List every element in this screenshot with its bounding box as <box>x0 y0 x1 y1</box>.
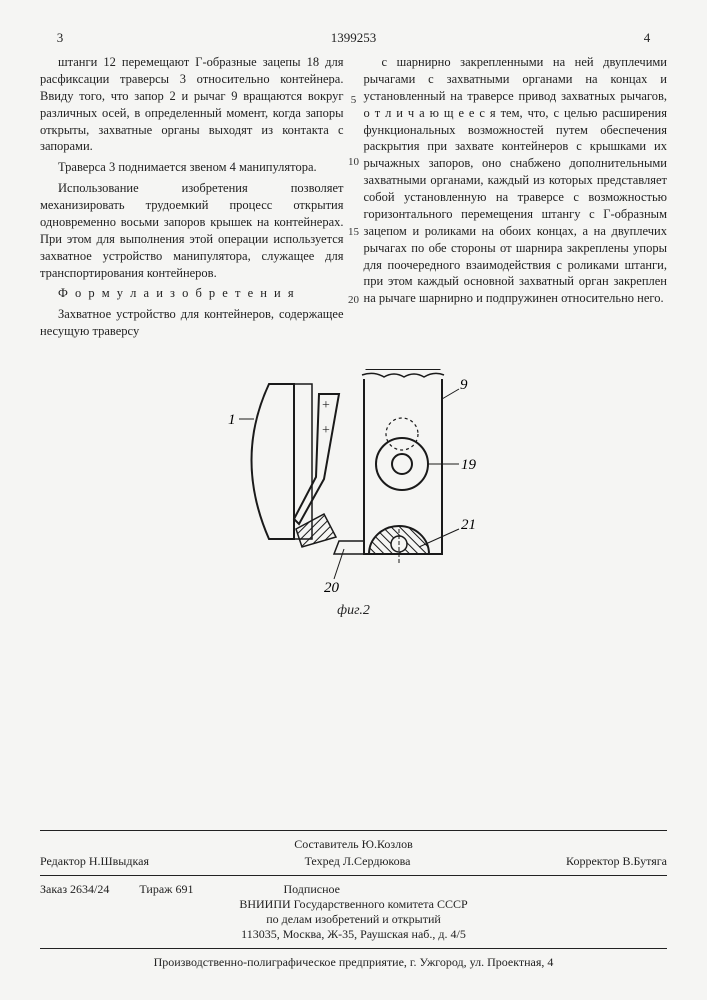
line-number: 15 <box>342 226 366 238</box>
figure-area: + + 1 9 19 <box>40 369 667 599</box>
patent-page: 3 1399253 4 5 10 15 20 штанги 12 перемещ… <box>0 0 707 1000</box>
subscription: Подписное <box>283 882 340 897</box>
left-column: штанги 12 перемещают Г-образные зацепы 1… <box>40 54 344 344</box>
line-number: 5 <box>342 94 366 106</box>
organization-line1: ВНИИПИ Государственного комитета СССР <box>40 897 667 912</box>
paragraph: Захватное устройство для контейнеров, со… <box>40 306 344 340</box>
paragraph: с шарнирно закрепленными на ней двуплечи… <box>364 54 668 307</box>
figure-2-svg: + + 1 9 19 <box>224 369 484 599</box>
figure-label-20: 20 <box>324 580 340 596</box>
page-number-left: 3 <box>40 30 80 46</box>
paragraph: Траверса 3 поднимается звеном 4 манипуля… <box>40 159 344 176</box>
document-number: 1399253 <box>80 30 627 46</box>
organization-line2: по делам изобретений и открытий <box>40 912 667 927</box>
figure-label-9: 9 <box>460 377 468 393</box>
printer-info: Производственно-полиграфическое предприя… <box>40 955 667 970</box>
svg-text:+: + <box>322 398 330 413</box>
line-number: 20 <box>342 294 366 306</box>
figure-label-19: 19 <box>461 457 477 473</box>
techred: Техред Л.Сердюкова <box>305 854 411 869</box>
figure-label-1: 1 <box>228 412 236 428</box>
order-number: Заказ 2634/24 <box>40 882 109 897</box>
tirazh: Тираж 691 <box>139 882 193 897</box>
text-body: 5 10 15 20 штанги 12 перемещают Г-образн… <box>40 54 667 344</box>
figure-label-21: 21 <box>461 517 476 533</box>
svg-text:+: + <box>322 423 330 438</box>
header: 3 1399253 4 <box>40 30 667 46</box>
figure-caption: фиг.2 <box>40 603 667 619</box>
formula-heading: Ф о р м у л а и з о б р е т е н и я <box>40 285 344 302</box>
organization-address: 113035, Москва, Ж-35, Раушская наб., д. … <box>40 927 667 942</box>
corrector: Корректор В.Бутяга <box>566 854 667 869</box>
page-number-right: 4 <box>627 30 667 46</box>
line-number: 10 <box>342 156 366 168</box>
footer: Составитель Ю.Козлов Редактор Н.Швыдкая … <box>40 824 667 970</box>
editor: Редактор Н.Швыдкая <box>40 854 149 869</box>
paragraph: штанги 12 перемещают Г-образные зацепы 1… <box>40 54 344 155</box>
paragraph: Использование изобретения позволяет меха… <box>40 180 344 281</box>
compiler: Составитель Ю.Козлов <box>40 837 667 852</box>
right-column: с шарнирно закрепленными на ней двуплечи… <box>364 54 668 344</box>
